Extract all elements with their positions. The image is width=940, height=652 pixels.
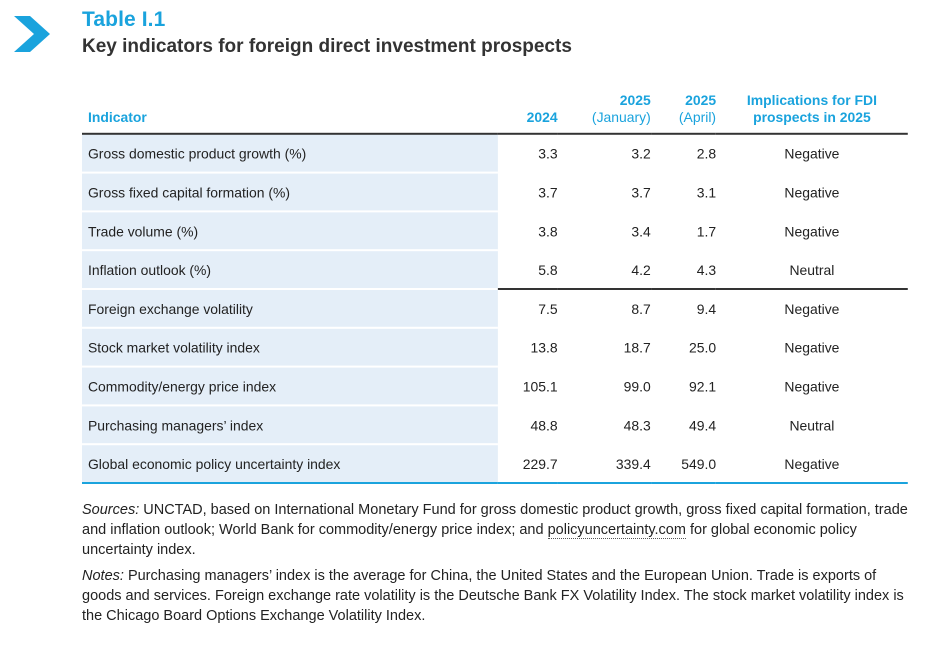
indicators-table: Indicator 2024 2025 (January) 2025 (Apri… bbox=[82, 92, 908, 484]
value-2025-january: 3.7 bbox=[557, 172, 651, 213]
implication: Negative bbox=[716, 133, 908, 174]
sources-text: UNCTAD, based on International Monetary … bbox=[82, 502, 908, 538]
sources-label: Sources: bbox=[82, 502, 140, 518]
value-2025-january: 3.4 bbox=[557, 211, 651, 252]
indicator-name: Gross domestic product growth (%) bbox=[82, 133, 499, 174]
value-2025-january: 18.7 bbox=[557, 327, 651, 368]
sources-note: Sources: UNCTAD, based on International … bbox=[82, 500, 912, 560]
table-row: Foreign exchange volatility 7.5 8.7 9.4 … bbox=[82, 288, 908, 329]
table-notes: Sources: UNCTAD, based on International … bbox=[82, 500, 912, 632]
value-2025-april: 4.3 bbox=[650, 250, 717, 290]
notes-note: Notes: Purchasing managers’ index is the… bbox=[82, 566, 912, 626]
value-2025-april: 3.1 bbox=[650, 172, 717, 213]
sources-text-end: for global economic policy uncertainty i… bbox=[82, 522, 857, 558]
table-row: Commodity/energy price index 105.1 99.0 … bbox=[82, 366, 908, 407]
indicator-name: Stock market volatility index bbox=[82, 327, 499, 368]
chevron-right-icon bbox=[14, 16, 50, 52]
value-2025-april: 9.4 bbox=[650, 288, 717, 329]
indicator-name: Inflation outlook (%) bbox=[82, 250, 499, 290]
value-2025-april: 1.7 bbox=[650, 211, 717, 252]
implication: Negative bbox=[716, 211, 908, 252]
table-row: Gross fixed capital formation (%) 3.7 3.… bbox=[82, 172, 908, 213]
implication: Neutral bbox=[716, 405, 908, 446]
policyuncertainty-link[interactable]: policyuncertainty.com bbox=[547, 522, 686, 539]
table-row: Inflation outlook (%) 5.8 4.2 4.3 Neutra… bbox=[82, 250, 908, 290]
value-2025-january: 339.4 bbox=[557, 444, 651, 484]
value-2024: 3.7 bbox=[498, 172, 558, 213]
value-2025-january: 8.7 bbox=[557, 288, 651, 329]
indicator-name: Trade volume (%) bbox=[82, 211, 499, 252]
value-2025-april: 549.0 bbox=[650, 444, 717, 484]
implication: Negative bbox=[716, 172, 908, 213]
table-title: Key indicators for foreign direct invest… bbox=[82, 36, 572, 57]
implication: Negative bbox=[716, 327, 908, 368]
table-row: Global economic policy uncertainty index… bbox=[82, 444, 908, 484]
implication: Negative bbox=[716, 444, 908, 484]
column-header-2024: 2024 bbox=[498, 92, 558, 135]
value-2025-january: 48.3 bbox=[557, 405, 651, 446]
table-row: Stock market volatility index 13.8 18.7 … bbox=[82, 327, 908, 368]
table-header-row: Indicator 2024 2025 (January) 2025 (Apri… bbox=[82, 92, 908, 135]
indicator-name: Foreign exchange volatility bbox=[82, 288, 499, 329]
indicator-name: Commodity/energy price index bbox=[82, 366, 499, 407]
value-2025-january: 4.2 bbox=[557, 250, 651, 290]
table-label: Table I.1 bbox=[82, 8, 166, 31]
notes-text: Purchasing managers’ index is the averag… bbox=[82, 568, 904, 624]
indicator-name: Global economic policy uncertainty index bbox=[82, 444, 499, 484]
notes-label: Notes: bbox=[82, 568, 124, 584]
value-2024: 7.5 bbox=[498, 288, 558, 329]
value-2024: 3.8 bbox=[498, 211, 558, 252]
implication: Neutral bbox=[716, 250, 908, 290]
table-row: Purchasing managers’ index 48.8 48.3 49.… bbox=[82, 405, 908, 446]
value-2024: 105.1 bbox=[498, 366, 558, 407]
implication: Negative bbox=[716, 366, 908, 407]
indicator-name: Purchasing managers’ index bbox=[82, 405, 499, 446]
value-2025-april: 2.8 bbox=[650, 133, 717, 174]
value-2025-january: 3.2 bbox=[557, 133, 651, 174]
value-2024: 229.7 bbox=[498, 444, 558, 484]
implication: Negative bbox=[716, 288, 908, 329]
table-row: Gross domestic product growth (%) 3.3 3.… bbox=[82, 133, 908, 174]
column-header-2025-january: 2025 (January) bbox=[557, 92, 651, 135]
value-2024: 5.8 bbox=[498, 250, 558, 290]
column-header-2025-april: 2025 (April) bbox=[650, 92, 717, 135]
value-2024: 13.8 bbox=[498, 327, 558, 368]
indicator-name: Gross fixed capital formation (%) bbox=[82, 172, 499, 213]
table-row: Trade volume (%) 3.8 3.4 1.7 Negative bbox=[82, 211, 908, 252]
column-header-indicator: Indicator bbox=[82, 92, 499, 135]
value-2024: 3.3 bbox=[498, 133, 558, 174]
value-2025-april: 92.1 bbox=[650, 366, 717, 407]
value-2025-january: 99.0 bbox=[557, 366, 651, 407]
value-2025-april: 25.0 bbox=[650, 327, 717, 368]
value-2025-april: 49.4 bbox=[650, 405, 717, 446]
value-2024: 48.8 bbox=[498, 405, 558, 446]
column-header-implications: Implications for FDI prospects in 2025 bbox=[716, 92, 908, 135]
